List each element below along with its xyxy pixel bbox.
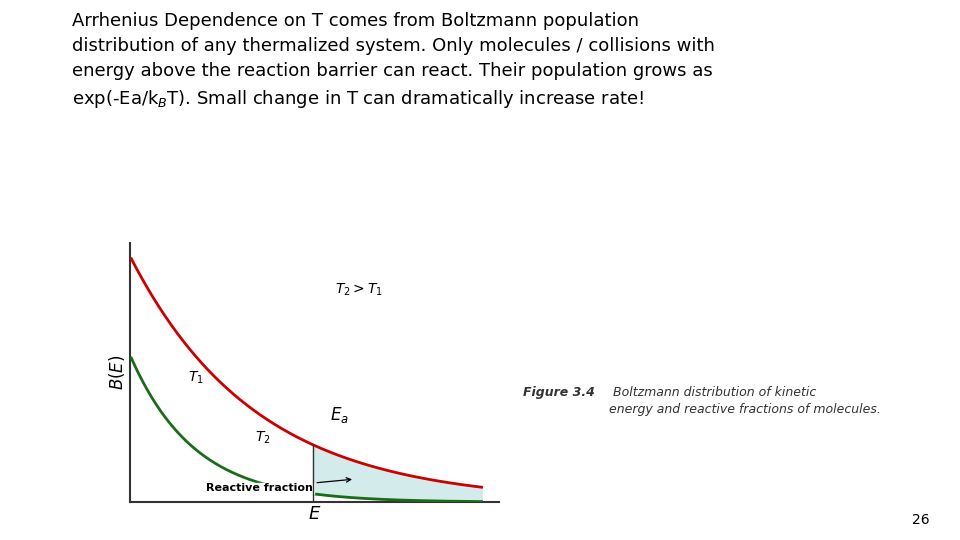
Text: $T_2 > T_1$: $T_2 > T_1$ <box>335 281 383 298</box>
Text: Reactive fraction: Reactive fraction <box>206 478 350 493</box>
Y-axis label: $B(E)$: $B(E)$ <box>107 355 127 390</box>
Text: Arrhenius Dependence on T comes from Boltzmann population
distribution of any th: Arrhenius Dependence on T comes from Bol… <box>72 12 715 110</box>
Text: $T_1$: $T_1$ <box>188 369 204 386</box>
Text: Figure 3.4: Figure 3.4 <box>523 386 595 399</box>
Text: Boltzmann distribution of kinetic
energy and reactive fractions of molecules.: Boltzmann distribution of kinetic energy… <box>610 386 881 416</box>
Text: 26: 26 <box>912 512 929 526</box>
Text: $E_a$: $E_a$ <box>330 405 349 425</box>
Text: $T_2$: $T_2$ <box>254 429 271 445</box>
X-axis label: $E$: $E$ <box>308 505 321 523</box>
